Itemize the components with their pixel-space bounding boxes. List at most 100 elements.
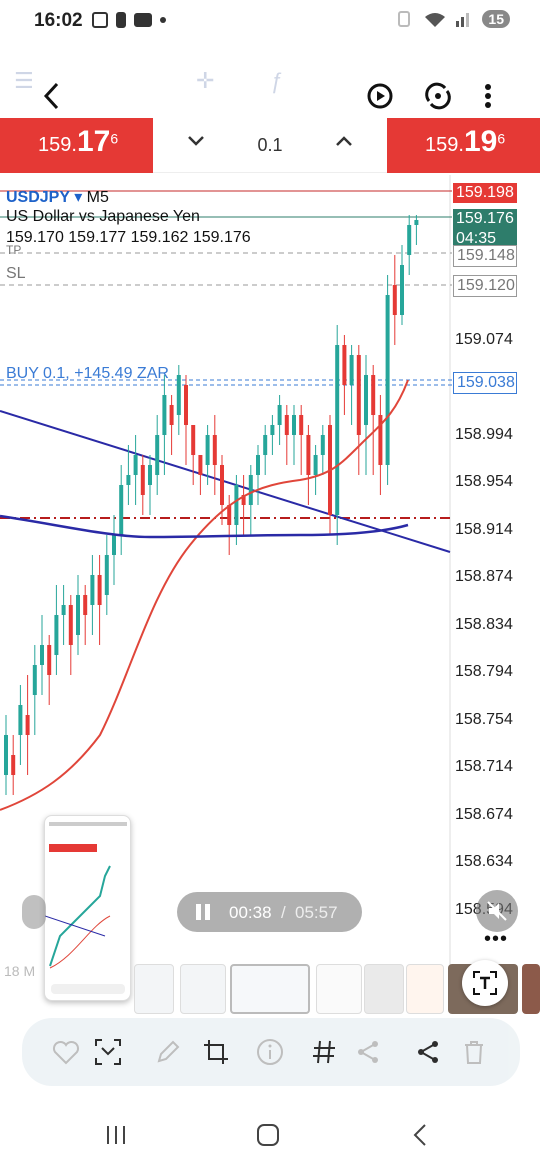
thumbnail-item[interactable]: [406, 964, 444, 1014]
thumbnail-item[interactable]: [522, 964, 540, 1014]
replay-button[interactable]: [362, 78, 398, 114]
position-price-tag[interactable]: 159.038: [453, 372, 517, 394]
trendline: [0, 410, 451, 553]
preview-chart: [45, 865, 111, 969]
candle-body: [364, 375, 368, 425]
candle-body: [356, 355, 361, 435]
back-icon: [413, 1124, 426, 1146]
candle-body: [256, 455, 260, 475]
candle-body: [11, 755, 16, 775]
status-time: 16:02: [34, 10, 83, 31]
ohlc-values: 159.170 159.177 159.162 159.176: [6, 229, 251, 246]
status-bar: 16:02 15: [0, 0, 540, 44]
volume-control: 0.1: [153, 118, 387, 173]
youtube-icon: [134, 13, 152, 27]
price-axis-label: 158.834: [455, 616, 513, 633]
trade-price-bar: 159.176 0.1 159.196: [0, 118, 540, 174]
edit-button[interactable]: [152, 1036, 184, 1068]
thumbnail-item[interactable]: [180, 964, 226, 1014]
tp-price-tag[interactable]: 159.148: [453, 245, 517, 267]
crop-icon: [204, 1040, 228, 1064]
thumbnail-item[interactable]: [364, 964, 404, 1014]
candle-body: [140, 465, 145, 495]
crop-button[interactable]: [200, 1036, 232, 1068]
crosshair-icon: ✛: [196, 68, 215, 93]
candle-countdown: 04:35: [453, 229, 517, 249]
price-axis-label: 158.634: [455, 853, 513, 870]
wifi-icon: [425, 13, 446, 27]
candle-body: [169, 405, 174, 425]
sl-price-tag[interactable]: 159.120: [453, 275, 517, 297]
price-axis-label: 158.794: [455, 663, 513, 680]
scan-button[interactable]: [92, 1036, 124, 1068]
candle-body: [306, 435, 311, 475]
home-button[interactable]: [248, 1120, 288, 1150]
volume-increase-button[interactable]: [335, 134, 353, 153]
gallery-action-bar: [22, 1018, 520, 1086]
candle-body: [54, 615, 59, 655]
position-label[interactable]: BUY 0.1, +145.49 ZAR: [6, 365, 169, 382]
sl-label: SL: [6, 265, 26, 282]
info-button[interactable]: [254, 1036, 286, 1068]
status-system-icons: 15: [394, 10, 510, 28]
bid-price-tag: 159.176: [453, 209, 517, 229]
candle-body: [270, 425, 275, 435]
favorite-button[interactable]: [50, 1036, 82, 1068]
screenshot-preview[interactable]: [44, 815, 131, 1001]
candle-body: [83, 595, 88, 615]
pause-button[interactable]: [193, 902, 213, 927]
signal-icon: [456, 13, 470, 27]
text-recognition-icon: [473, 971, 497, 995]
buy-button[interactable]: 159.196: [387, 118, 540, 173]
candle-body: [349, 355, 354, 385]
chart-canvas[interactable]: [0, 175, 540, 1000]
back-nav-button[interactable]: [400, 1120, 440, 1150]
gallery-thumbnail-strip: [0, 960, 540, 1020]
side-handle[interactable]: [22, 895, 46, 929]
recent-apps-button[interactable]: [96, 1120, 136, 1150]
price-axis-label: 158.714: [455, 758, 513, 775]
buy-price: 159.196: [425, 125, 506, 158]
candle-body: [191, 425, 196, 455]
candle-body: [176, 375, 181, 415]
candle-body: [414, 220, 419, 225]
candle-body: [342, 345, 347, 385]
back-button[interactable]: [34, 78, 70, 114]
candle-body: [212, 435, 217, 465]
thumbnail-item-current[interactable]: [230, 964, 310, 1014]
candle-body: [119, 485, 124, 535]
sim-icon: [116, 12, 126, 28]
text-recognition-button[interactable]: [462, 960, 508, 1006]
symbol-label[interactable]: USDJPY ▾ M5: [6, 189, 109, 206]
candle-body: [284, 415, 289, 435]
candle-body: [400, 265, 404, 315]
more-notifications-dot: [160, 17, 166, 23]
price-axis-label: 158.874: [455, 568, 513, 585]
volume-decrease-button[interactable]: [187, 134, 205, 153]
candle-body: [378, 415, 383, 465]
thumbnail-item[interactable]: [134, 964, 174, 1014]
price-axis-label: 159.074: [455, 331, 513, 348]
candle-body: [241, 495, 246, 505]
indicators-icon: ƒ: [270, 68, 283, 93]
hash-icon: [313, 1040, 335, 1064]
pause-icon: [196, 904, 210, 920]
delete-button[interactable]: [458, 1036, 490, 1068]
video-total: 05:57: [295, 903, 338, 922]
share-button-faded[interactable]: [352, 1036, 384, 1068]
price-chart[interactable]: USDJPY ▾ M5 US Dollar vs Japanese Yen 15…: [0, 175, 540, 1000]
info-icon: [257, 1039, 283, 1065]
tag-button[interactable]: [308, 1036, 340, 1068]
mute-button[interactable]: [476, 890, 518, 932]
volume-value[interactable]: 0.1: [257, 135, 283, 155]
candles-group: [4, 215, 419, 795]
candle-body: [227, 505, 232, 525]
share-button[interactable]: [412, 1036, 444, 1068]
sync-button[interactable]: [420, 78, 456, 114]
more-options-button[interactable]: [470, 78, 506, 114]
candle-body: [47, 645, 52, 675]
share-icon: [418, 1041, 438, 1063]
candle-body: [162, 395, 167, 435]
sell-button[interactable]: 159.176: [0, 118, 153, 173]
thumbnail-item[interactable]: [316, 964, 362, 1014]
